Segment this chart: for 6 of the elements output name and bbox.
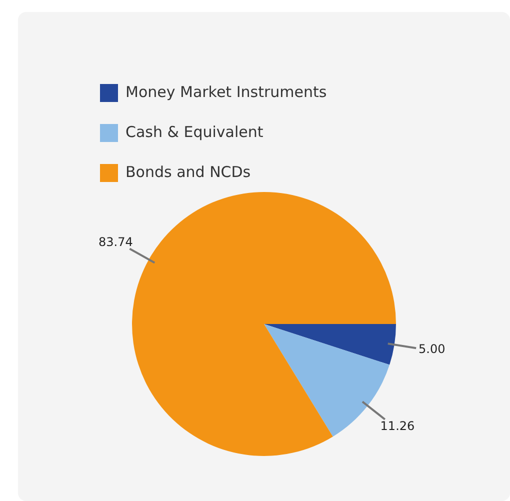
- legend-label: Cash & Equivalent: [126, 122, 264, 141]
- legend-label: Bonds and NCDs: [126, 162, 251, 181]
- data-label: 5.00: [418, 342, 446, 356]
- data-label: 11.26: [380, 418, 415, 433]
- data-label: 83.74: [98, 234, 133, 249]
- legend-label: Money Market Instruments: [126, 82, 327, 101]
